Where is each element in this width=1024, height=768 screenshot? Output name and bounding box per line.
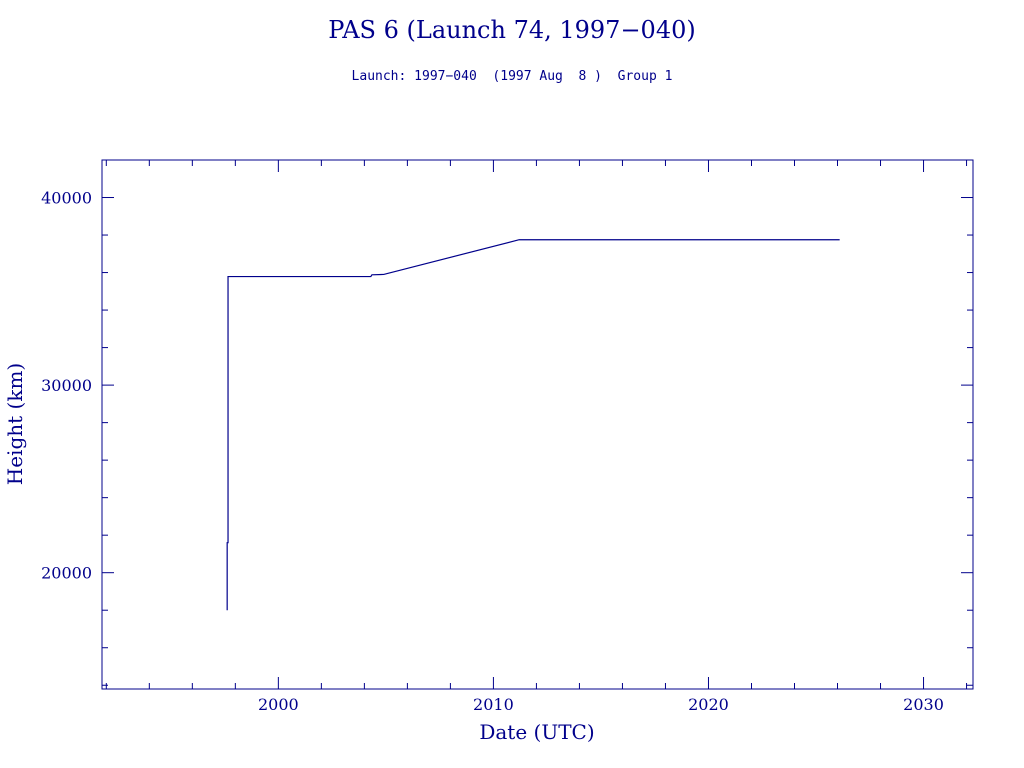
axis-ticks (102, 159, 973, 689)
x-tick-label: 2020 (688, 695, 729, 714)
x-tick-labels: 2000 2010 2020 2030 (258, 695, 944, 714)
y-tick-label: 20000 (41, 564, 92, 583)
x-tick-label: 2010 (473, 695, 514, 714)
x-tick-label: 2030 (903, 695, 944, 714)
chart-title: PAS 6 (Launch 74, 1997−040) (328, 16, 695, 44)
y-tick-label: 40000 (41, 189, 92, 208)
y-tick-labels: 20000 30000 40000 (41, 189, 92, 583)
y-tick-label: 30000 (41, 376, 92, 395)
series-group (226, 239, 840, 611)
y-axis-label: Height (km) (3, 363, 27, 485)
series-line (226, 239, 840, 611)
x-tick-label: 2000 (258, 695, 299, 714)
plot-frame (101, 159, 974, 690)
x-axis-label: Date (UTC) (479, 720, 594, 744)
chart-subtitle: Launch: 1997−040 (1997 Aug 8 ) Group 1 (352, 69, 673, 84)
